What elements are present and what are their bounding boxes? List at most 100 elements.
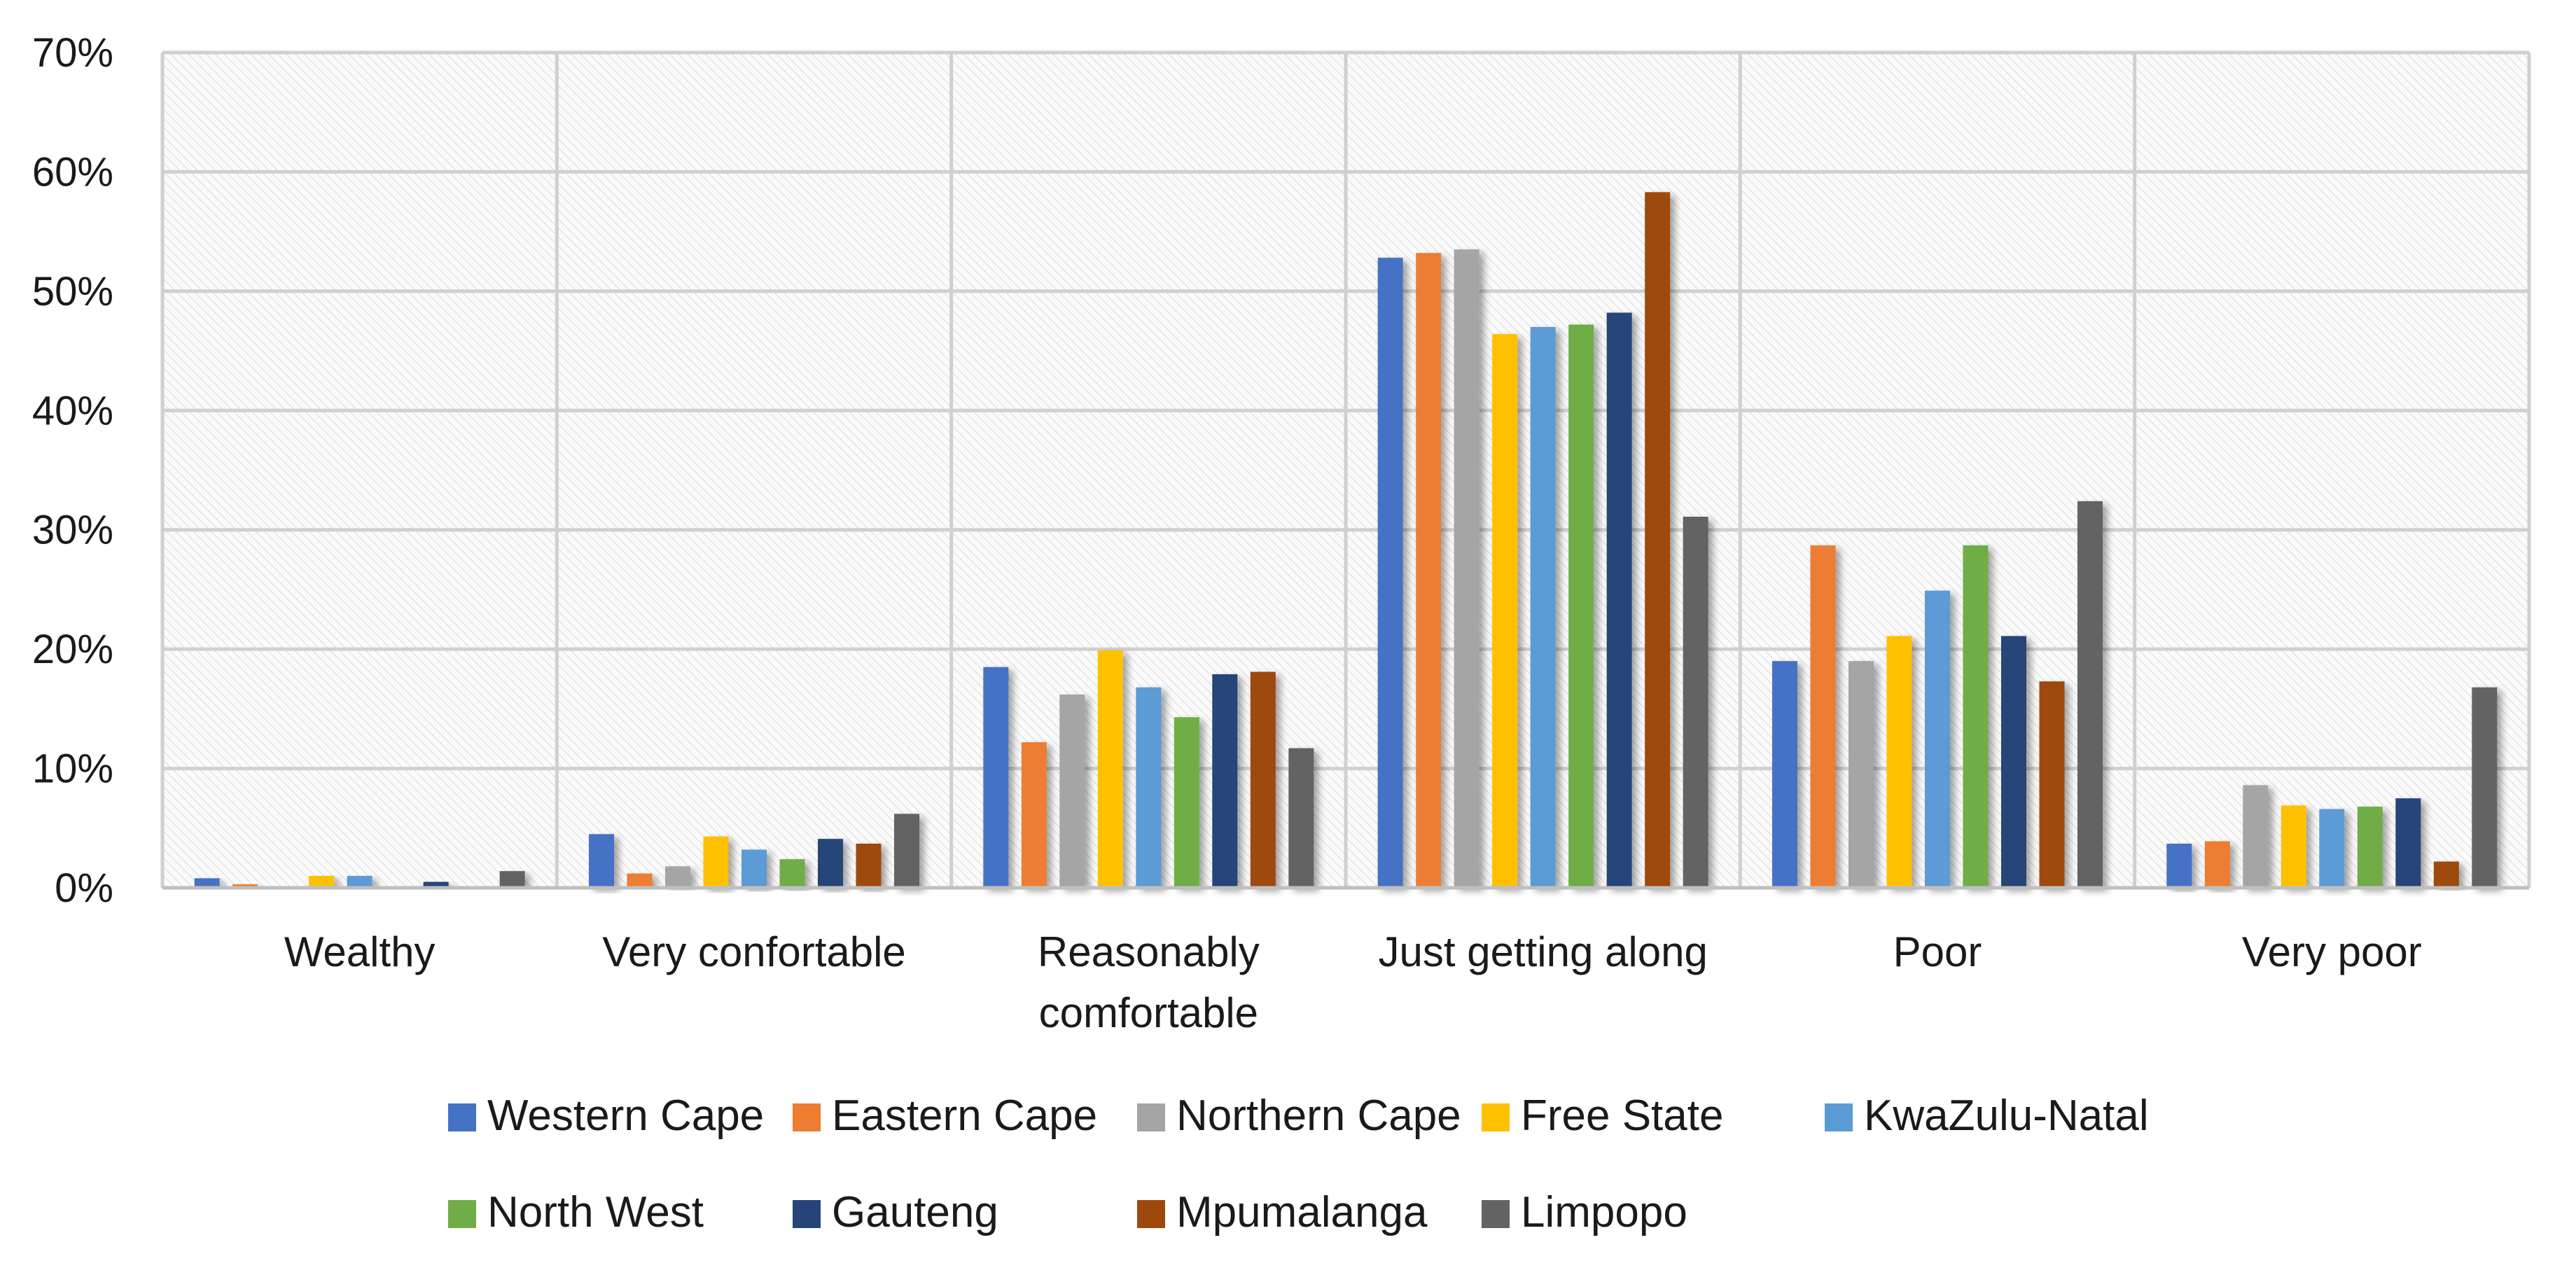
legend-swatch [1825,1103,1853,1131]
bar-free-state-3 [1492,334,1518,888]
bar-northern-cape-3 [1454,249,1480,888]
bar-free-state-2 [1097,650,1123,888]
bar-limpopo-3 [1683,516,1708,888]
y-tick-label: 10% [32,746,113,792]
bar-limpopo-0 [499,871,525,888]
y-tick-label: 30% [32,508,113,553]
bar-north-west-2 [1174,717,1199,888]
bar-western-cape-1 [589,834,614,888]
bar-western-cape-0 [194,878,220,888]
bar-gauteng-3 [1606,312,1632,888]
legend-item-eastern-cape: Eastern Cape [793,1092,1097,1140]
bar-northern-cape-4 [1849,661,1874,888]
bar-mpumalanga-4 [2039,681,2065,888]
x-category-label: Very poor [2242,928,2422,975]
legend-item-western-cape: Western Cape [448,1092,764,1140]
legend-item-free-state: Free State [1482,1092,1723,1140]
bar-north-west-5 [2357,807,2383,888]
bar-northern-cape-1 [665,866,690,888]
x-axis-categories: Wealthy Very confortable Reasonably comfort… [284,928,2422,1036]
legend-item-kwazulu-natal: KwaZulu-Natal [1825,1092,2149,1140]
y-axis-ticks: 0% 10% 20% 30% 40% 50% 60% 70% [32,30,113,911]
bar-free-state-4 [1886,636,1912,888]
bar-northern-cape-2 [1059,694,1085,888]
bar-free-state-1 [703,836,729,888]
bar-north-west-3 [1568,324,1594,888]
legend-label: Limpopo [1521,1188,1687,1236]
legend-item-gauteng: Gauteng [793,1188,998,1236]
bar-limpopo-4 [2077,501,2103,888]
bar-kwazulu-natal-3 [1530,326,1556,888]
bar-eastern-cape-0 [232,884,258,888]
bar-mpumalanga-1 [856,843,882,888]
bar-kwazulu-natal-5 [2319,809,2345,888]
legend-swatch [793,1200,821,1228]
legend-swatch [793,1103,821,1131]
bar-gauteng-2 [1212,674,1238,888]
bar-western-cape-4 [1772,661,1797,888]
x-category-label: Reasonably [1038,928,1260,975]
legend-swatch [1137,1200,1165,1228]
bars [194,192,2498,888]
y-tick-label: 0% [55,865,113,911]
x-category-label: Very confortable [602,928,906,975]
bar-mpumalanga-3 [1645,192,1671,888]
bar-eastern-cape-1 [627,873,653,888]
legend: Western Cape Eastern Cape Northern Cape Fre… [448,1092,2149,1236]
legend-label: North West [487,1188,704,1236]
bar-kwazulu-natal-1 [742,849,767,888]
bar-north-west-4 [1963,545,1989,888]
legend-swatch [1482,1103,1510,1131]
legend-item-north-west: North West [448,1188,704,1236]
bar-mpumalanga-5 [2433,861,2459,888]
y-tick-label: 40% [32,388,113,433]
legend-label: Gauteng [832,1188,998,1236]
bar-mpumalanga-2 [1250,671,1276,888]
bar-gauteng-1 [818,839,843,888]
legend-swatch [448,1200,476,1228]
bar-kwazulu-natal-4 [1925,590,1950,888]
x-category-label: Just getting along [1378,928,1707,975]
legend-label: Northern Cape [1176,1092,1461,1140]
legend-swatch [1137,1103,1165,1131]
legend-swatch [448,1103,476,1131]
bar-eastern-cape-4 [1810,545,1836,888]
legend-label: Eastern Cape [832,1092,1097,1140]
y-tick-label: 60% [32,149,113,195]
x-category-label: Wealthy [284,928,436,975]
bar-kwazulu-natal-2 [1136,687,1162,888]
bar-limpopo-2 [1288,748,1314,888]
bar-kwazulu-natal-0 [347,875,373,888]
bar-north-west-1 [779,859,805,888]
bar-limpopo-1 [894,814,919,888]
legend-item-northern-cape: Northern Cape [1137,1092,1461,1140]
bar-gauteng-0 [423,882,449,888]
legend-label: Mpumalanga [1176,1188,1428,1236]
bar-limpopo-5 [2472,687,2498,888]
legend-item-limpopo: Limpopo [1482,1188,1687,1236]
legend-label: Western Cape [487,1092,764,1140]
bar-eastern-cape-3 [1416,253,1442,888]
bar-free-state-5 [2281,805,2306,888]
legend-item-mpumalanga: Mpumalanga [1137,1188,1428,1236]
legend-swatch [1482,1200,1510,1228]
y-tick-label: 20% [32,627,113,672]
y-tick-label: 70% [32,30,113,76]
bar-gauteng-4 [2001,636,2026,888]
bar-western-cape-3 [1377,258,1403,888]
bar-western-cape-5 [2166,843,2192,888]
bar-eastern-cape-2 [1021,742,1047,888]
bar-gauteng-5 [2395,798,2421,888]
bar-free-state-0 [309,875,335,888]
gridlines [160,50,2531,888]
x-category-label: Poor [1893,928,1982,975]
bar-eastern-cape-5 [2204,841,2230,888]
bar-western-cape-2 [983,667,1009,888]
bar-northern-cape-5 [2243,785,2269,888]
x-category-label: comfortable [1039,989,1258,1036]
y-tick-label: 50% [32,269,113,314]
legend-label: KwaZulu-Natal [1864,1092,2149,1140]
legend-label: Free State [1521,1092,1723,1140]
